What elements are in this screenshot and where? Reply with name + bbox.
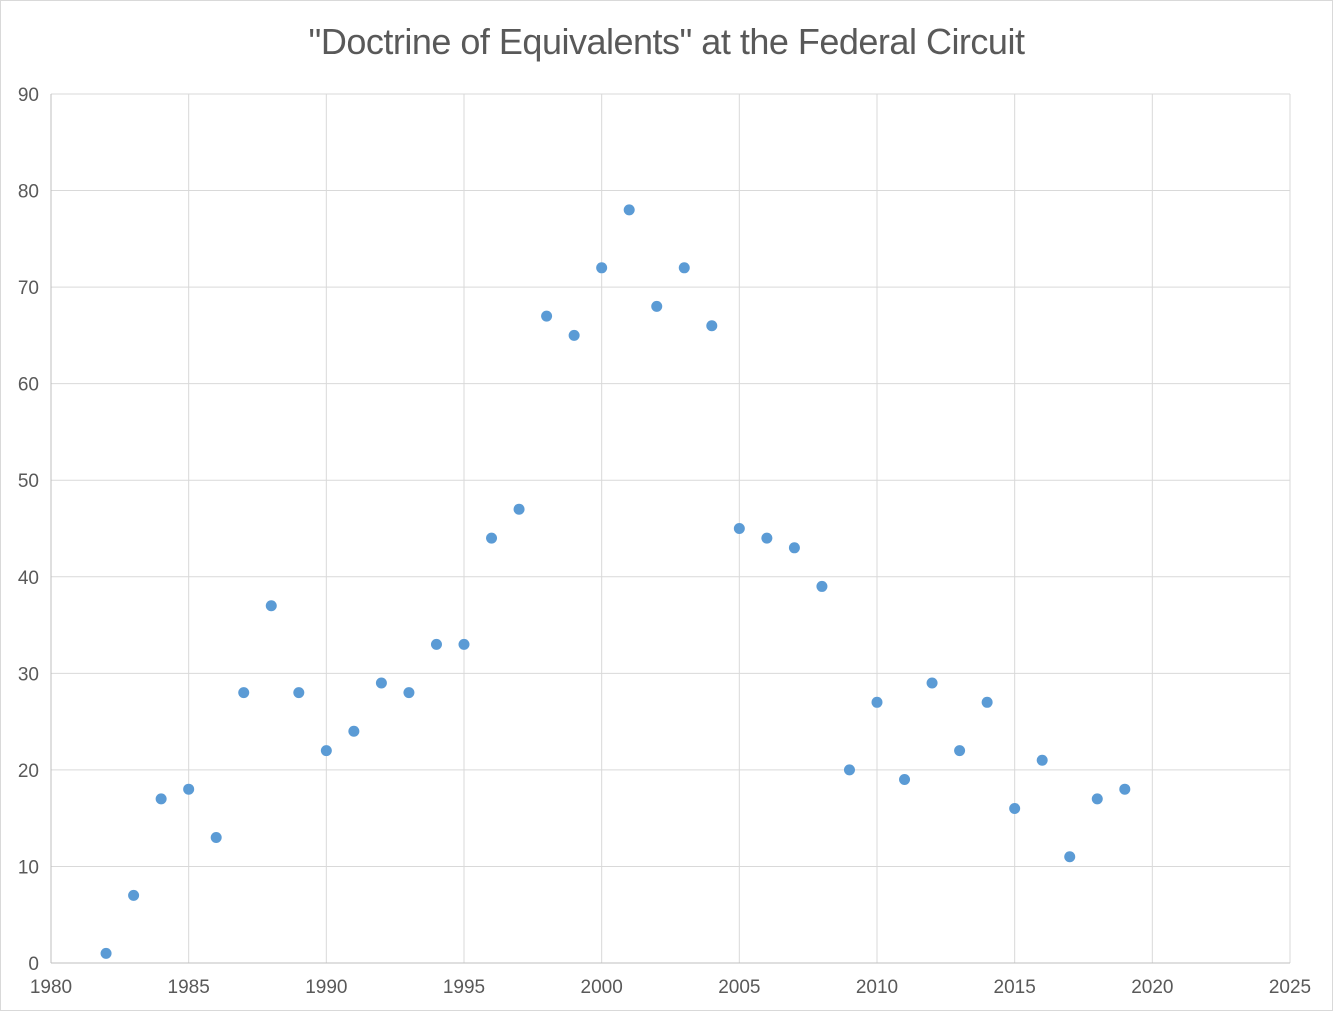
x-tick-label: 1990 [305,977,347,998]
data-point [430,638,442,650]
y-tick-label: 40 [18,568,39,589]
x-tick-label: 2000 [581,977,623,998]
y-tick-label: 50 [18,471,39,492]
y-tick-label: 90 [18,85,39,106]
data-point [843,764,855,776]
data-point [816,580,828,592]
data-point [293,687,305,699]
data-point [788,542,800,554]
data-point [1009,803,1021,815]
x-tick-label: 2015 [994,977,1036,998]
data-point [1036,754,1048,766]
data-point [761,532,773,544]
x-tick-label: 1985 [168,977,210,998]
data-point [403,687,415,699]
data-point [623,204,635,216]
y-tick-label: 0 [28,954,39,975]
data-point [596,262,608,274]
data-point [155,793,167,805]
x-tick-label: 2025 [1269,977,1311,998]
data-point [871,696,883,708]
data-point [486,532,498,544]
x-tick-label: 2020 [1131,977,1173,998]
data-point [265,600,277,612]
y-tick-label: 10 [18,857,39,878]
data-point [678,262,690,274]
data-point [733,523,745,534]
x-tick-label: 2005 [718,977,760,998]
data-point [1091,793,1103,805]
y-tick-label: 60 [18,375,39,396]
data-point [375,677,387,689]
data-point [899,774,911,786]
data-point [458,638,470,650]
data-point [981,696,993,708]
y-tick-label: 80 [18,182,39,203]
y-tick-label: 70 [18,278,39,299]
data-point [513,503,525,515]
y-tick-label: 30 [18,664,39,685]
data-point [210,831,222,843]
y-tick-label: 20 [18,761,39,782]
data-point [100,947,112,959]
data-point [320,745,332,757]
data-point [954,745,966,757]
data-point [238,687,250,699]
chart-title: "Doctrine of Equivalents" at the Federal… [308,21,1025,62]
data-point [128,889,140,901]
data-point [568,329,580,341]
data-point [651,300,663,312]
x-tick-label: 2010 [856,977,898,998]
data-point [348,725,360,737]
data-point [706,320,718,332]
data-point [1119,783,1131,795]
x-tick-label: 1995 [443,977,485,998]
data-point [541,310,553,322]
data-point [183,783,195,795]
data-point [1064,851,1076,863]
data-point [926,677,938,689]
x-tick-label: 1980 [30,977,72,998]
